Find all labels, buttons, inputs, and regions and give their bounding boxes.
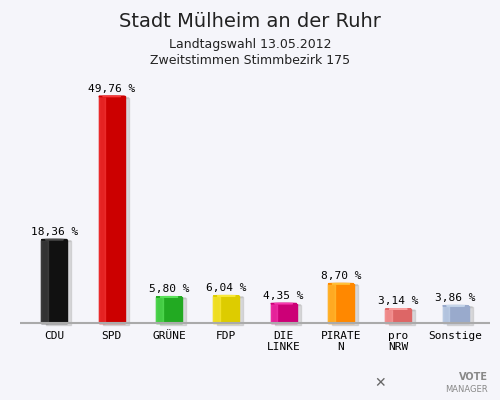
Bar [46, 241, 72, 325]
Ellipse shape [42, 239, 68, 240]
Text: ✕: ✕ [374, 376, 386, 390]
Bar [103, 98, 128, 325]
Bar [442, 306, 468, 324]
Bar [99, 96, 124, 324]
Text: VOTE: VOTE [459, 372, 488, 382]
Ellipse shape [46, 241, 72, 242]
Text: 3,14 %: 3,14 % [378, 296, 418, 306]
Ellipse shape [386, 309, 411, 310]
Ellipse shape [271, 303, 296, 304]
Bar [275, 305, 300, 325]
Bar [218, 297, 244, 325]
Bar [386, 309, 411, 324]
Bar [386, 309, 392, 324]
Text: 49,76 %: 49,76 % [88, 84, 136, 94]
Text: 8,70 %: 8,70 % [320, 271, 361, 281]
Bar [332, 285, 358, 325]
Text: 6,04 %: 6,04 % [206, 283, 246, 293]
Text: 18,36 %: 18,36 % [31, 227, 78, 237]
Text: Stadt Mülheim an der Ruhr: Stadt Mülheim an der Ruhr [119, 12, 381, 31]
Bar [271, 304, 277, 324]
Bar [328, 284, 334, 324]
Text: 4,35 %: 4,35 % [264, 291, 304, 301]
Text: Landtagswahl 13.05.2012: Landtagswahl 13.05.2012 [169, 38, 331, 51]
Ellipse shape [102, 96, 120, 97]
Bar [156, 297, 182, 324]
Ellipse shape [160, 298, 186, 299]
Bar [99, 96, 105, 324]
Ellipse shape [328, 283, 354, 284]
Bar [446, 307, 472, 325]
Bar [42, 240, 48, 324]
Bar [390, 310, 415, 325]
Ellipse shape [218, 297, 244, 298]
Bar [214, 296, 239, 324]
Text: 3,86 %: 3,86 % [436, 293, 476, 303]
Ellipse shape [446, 307, 472, 308]
Bar [160, 298, 186, 325]
Bar [42, 240, 68, 324]
Text: Zweitstimmen Stimmbezirk 175: Zweitstimmen Stimmbezirk 175 [150, 54, 350, 67]
Ellipse shape [99, 96, 124, 97]
Bar [271, 304, 296, 324]
Text: 5,80 %: 5,80 % [149, 284, 190, 294]
Bar [442, 306, 449, 324]
Bar [214, 296, 220, 324]
Ellipse shape [332, 285, 358, 286]
Bar [156, 297, 162, 324]
Ellipse shape [274, 303, 292, 304]
Text: MANAGER: MANAGER [446, 385, 488, 394]
Bar [328, 284, 354, 324]
Ellipse shape [390, 310, 415, 311]
